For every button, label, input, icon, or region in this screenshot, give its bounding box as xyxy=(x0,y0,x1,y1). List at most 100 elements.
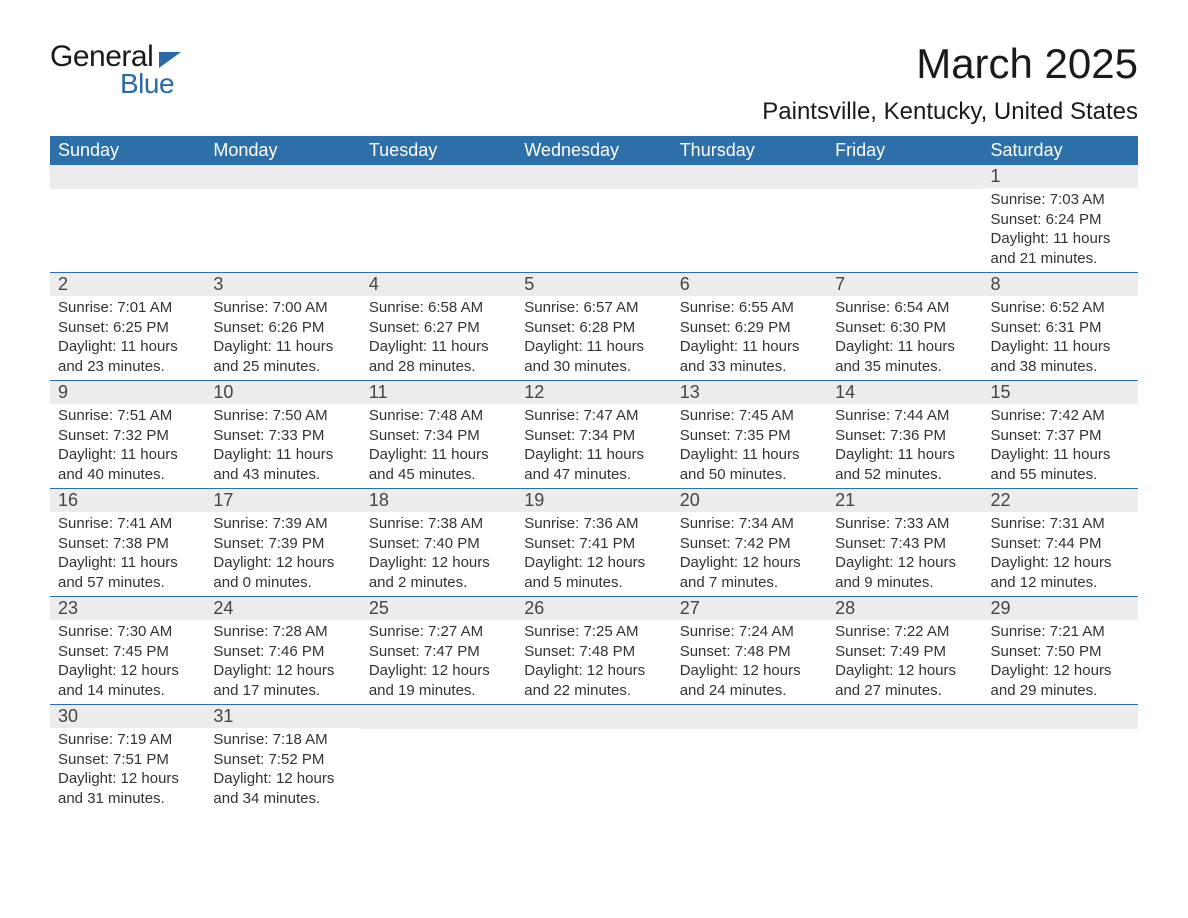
sunrise-label: Sunrise: xyxy=(524,299,579,316)
sunrise-value: 6:55 AM xyxy=(739,299,794,316)
day-details xyxy=(361,729,516,735)
day-cell: 22Sunrise: 7:31 AMSunset: 7:44 PMDayligh… xyxy=(983,489,1138,597)
sunrise-value: 7:25 AM xyxy=(583,623,638,640)
day-details: Sunrise: 7:44 AMSunset: 7:36 PMDaylight:… xyxy=(827,404,982,488)
day-number: 15 xyxy=(983,381,1138,404)
day-number xyxy=(983,705,1138,729)
sunset-line: Sunset: 6:29 PM xyxy=(680,318,819,338)
day-details: Sunrise: 7:34 AMSunset: 7:42 PMDaylight:… xyxy=(672,512,827,596)
daylight-line: Daylight: 11 hours and 23 minutes. xyxy=(58,337,197,376)
sunrise-label: Sunrise: xyxy=(680,407,735,424)
sunset-value: 7:39 PM xyxy=(268,535,324,552)
weekday-header: Wednesday xyxy=(516,136,671,165)
logo: General Blue xyxy=(50,40,181,100)
day-details: Sunrise: 6:58 AMSunset: 6:27 PMDaylight:… xyxy=(361,296,516,380)
sunset-line: Sunset: 6:25 PM xyxy=(58,318,197,338)
day-details: Sunrise: 7:30 AMSunset: 7:45 PMDaylight:… xyxy=(50,620,205,704)
day-details: Sunrise: 7:00 AMSunset: 6:26 PMDaylight:… xyxy=(205,296,360,380)
sunrise-line: Sunrise: 7:24 AM xyxy=(680,622,819,642)
sunrise-label: Sunrise: xyxy=(369,299,424,316)
sunrise-line: Sunrise: 7:47 AM xyxy=(524,406,663,426)
empty-cell xyxy=(827,165,982,273)
sunset-line: Sunset: 6:30 PM xyxy=(835,318,974,338)
daylight-line: Daylight: 11 hours and 47 minutes. xyxy=(524,445,663,484)
sunrise-value: 6:58 AM xyxy=(428,299,483,316)
sunrise-line: Sunrise: 7:00 AM xyxy=(213,298,352,318)
sunrise-value: 7:31 AM xyxy=(1050,515,1105,532)
day-details xyxy=(205,189,360,195)
day-number xyxy=(205,165,360,189)
daylight-label: Daylight: xyxy=(213,554,271,571)
day-details: Sunrise: 7:18 AMSunset: 7:52 PMDaylight:… xyxy=(205,728,360,812)
day-details xyxy=(827,729,982,735)
weekday-header: Sunday xyxy=(50,136,205,165)
day-number: 12 xyxy=(516,381,671,404)
day-number: 2 xyxy=(50,273,205,296)
day-number: 14 xyxy=(827,381,982,404)
daylight-label: Daylight: xyxy=(213,446,271,463)
daylight-label: Daylight: xyxy=(369,662,427,679)
day-number: 21 xyxy=(827,489,982,512)
sunrise-label: Sunrise: xyxy=(835,407,890,424)
daylight-label: Daylight: xyxy=(991,662,1049,679)
day-details: Sunrise: 7:28 AMSunset: 7:46 PMDaylight:… xyxy=(205,620,360,704)
sunrise-label: Sunrise: xyxy=(213,731,268,748)
sunrise-line: Sunrise: 7:51 AM xyxy=(58,406,197,426)
day-cell: 11Sunrise: 7:48 AMSunset: 7:34 PMDayligh… xyxy=(361,381,516,489)
daylight-label: Daylight: xyxy=(524,446,582,463)
day-number xyxy=(50,165,205,189)
header: General Blue March 2025 Paintsville, Ken… xyxy=(50,40,1138,126)
daylight-label: Daylight: xyxy=(213,338,271,355)
daylight-line: Daylight: 11 hours and 57 minutes. xyxy=(58,553,197,592)
day-details: Sunrise: 7:21 AMSunset: 7:50 PMDaylight:… xyxy=(983,620,1138,704)
day-cell: 4Sunrise: 6:58 AMSunset: 6:27 PMDaylight… xyxy=(361,273,516,381)
sunset-label: Sunset: xyxy=(680,427,731,444)
day-number: 6 xyxy=(672,273,827,296)
day-details: Sunrise: 7:50 AMSunset: 7:33 PMDaylight:… xyxy=(205,404,360,488)
sunrise-value: 7:34 AM xyxy=(739,515,794,532)
weekday-header: Monday xyxy=(205,136,360,165)
sunrise-value: 7:39 AM xyxy=(273,515,328,532)
sunset-line: Sunset: 7:49 PM xyxy=(835,642,974,662)
empty-cell xyxy=(361,165,516,273)
daylight-label: Daylight: xyxy=(58,554,116,571)
day-number: 20 xyxy=(672,489,827,512)
day-number xyxy=(361,165,516,189)
daylight-line: Daylight: 11 hours and 40 minutes. xyxy=(58,445,197,484)
daylight-label: Daylight: xyxy=(213,662,271,679)
weekday-header: Friday xyxy=(827,136,982,165)
calendar-body: 1Sunrise: 7:03 AMSunset: 6:24 PMDaylight… xyxy=(50,165,1138,812)
day-number: 3 xyxy=(205,273,360,296)
weekday-header-row: SundayMondayTuesdayWednesdayThursdayFrid… xyxy=(50,136,1138,165)
sunset-label: Sunset: xyxy=(524,535,575,552)
sunset-line: Sunset: 7:39 PM xyxy=(213,534,352,554)
sunset-label: Sunset: xyxy=(524,319,575,336)
sunrise-value: 7:50 AM xyxy=(273,407,328,424)
sunset-line: Sunset: 7:38 PM xyxy=(58,534,197,554)
sunset-value: 7:44 PM xyxy=(1046,535,1102,552)
sunrise-label: Sunrise: xyxy=(213,515,268,532)
sunset-value: 7:37 PM xyxy=(1046,427,1102,444)
day-cell: 31Sunrise: 7:18 AMSunset: 7:52 PMDayligh… xyxy=(205,705,360,813)
daylight-line: Daylight: 11 hours and 33 minutes. xyxy=(680,337,819,376)
day-number: 29 xyxy=(983,597,1138,620)
day-number: 7 xyxy=(827,273,982,296)
day-details: Sunrise: 7:42 AMSunset: 7:37 PMDaylight:… xyxy=(983,404,1138,488)
sunrise-label: Sunrise: xyxy=(991,407,1046,424)
sunrise-label: Sunrise: xyxy=(58,299,113,316)
sunrise-value: 7:27 AM xyxy=(428,623,483,640)
day-number xyxy=(827,705,982,729)
day-number: 11 xyxy=(361,381,516,404)
sunrise-value: 6:52 AM xyxy=(1050,299,1105,316)
daylight-line: Daylight: 11 hours and 52 minutes. xyxy=(835,445,974,484)
daylight-label: Daylight: xyxy=(991,338,1049,355)
sunrise-line: Sunrise: 7:21 AM xyxy=(991,622,1130,642)
sunset-value: 7:32 PM xyxy=(113,427,169,444)
sunset-label: Sunset: xyxy=(58,535,109,552)
daylight-line: Daylight: 12 hours and 14 minutes. xyxy=(58,661,197,700)
sunrise-line: Sunrise: 7:28 AM xyxy=(213,622,352,642)
sunrise-value: 7:36 AM xyxy=(583,515,638,532)
sunset-label: Sunset: xyxy=(680,535,731,552)
day-number: 31 xyxy=(205,705,360,728)
sunrise-line: Sunrise: 7:36 AM xyxy=(524,514,663,534)
